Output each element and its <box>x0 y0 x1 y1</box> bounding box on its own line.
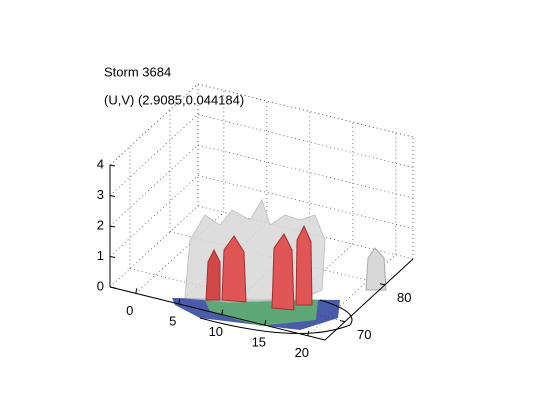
grid-line <box>197 175 414 229</box>
x-tick <box>264 320 267 326</box>
x-tick <box>307 330 310 336</box>
x-tick <box>221 309 224 315</box>
x-tick-label: 5 <box>169 313 176 328</box>
y-axis <box>324 258 414 341</box>
red-surface <box>221 235 247 303</box>
x-axis <box>109 286 326 341</box>
x-tick-label: 10 <box>209 324 223 339</box>
z-tick <box>109 195 116 197</box>
x-tick <box>135 288 138 294</box>
x-tick <box>178 298 181 305</box>
gray-surface <box>365 247 387 291</box>
grid-line <box>197 83 414 138</box>
z-tick-label: 0 <box>97 278 104 293</box>
x-tick-label: 15 <box>252 335 266 350</box>
red-surface <box>271 233 295 311</box>
chart-title: Storm 3684 <box>104 64 171 79</box>
y-tick <box>379 283 386 286</box>
y-tick-label: 80 <box>397 290 411 305</box>
z-tick-label: 2 <box>97 217 104 232</box>
z-tick-label: 1 <box>97 248 104 263</box>
isosurfaces <box>172 198 387 334</box>
grid-line <box>197 144 414 199</box>
z-tick <box>109 164 116 167</box>
grid-line <box>197 114 414 168</box>
z-tick-label: 4 <box>97 156 104 171</box>
z-tick <box>109 225 116 228</box>
red-surface <box>205 248 221 301</box>
y-tick <box>339 320 346 323</box>
red-surface <box>295 224 313 306</box>
z-tick <box>109 256 116 258</box>
x-tick-label: 0 <box>126 303 133 318</box>
y-tick-label: 70 <box>357 327 371 342</box>
chart-subtitle: (U,V) (2.9085,0.044184) <box>104 92 244 107</box>
x-tick-label: 20 <box>295 345 309 360</box>
z-tick-label: 3 <box>97 187 104 202</box>
